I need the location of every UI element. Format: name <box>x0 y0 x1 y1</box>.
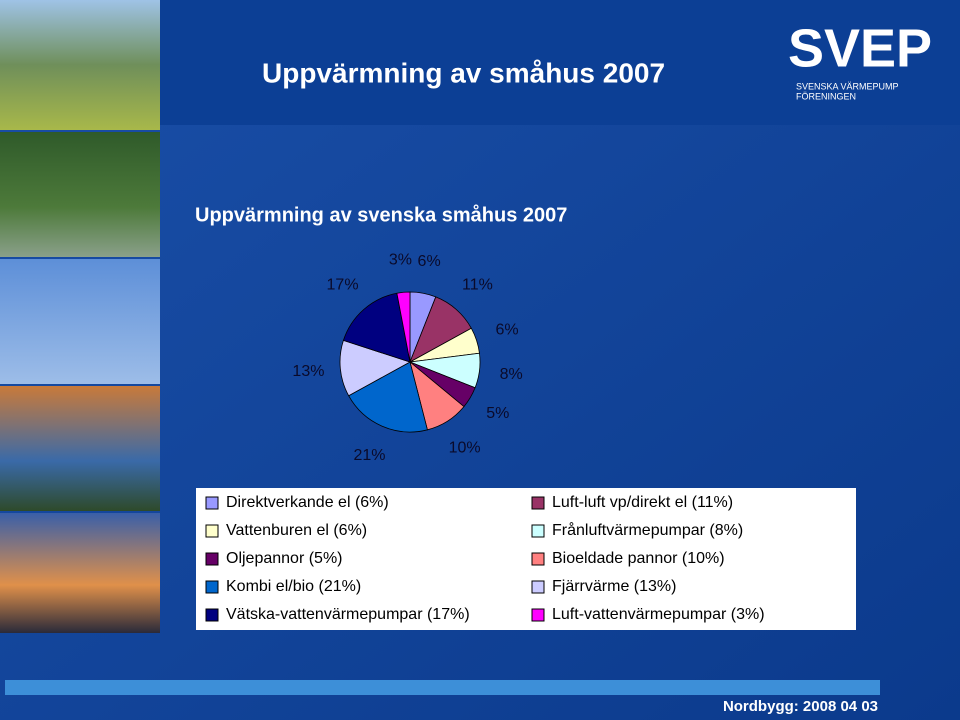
legend-label: Bioeldade pannor (10%) <box>552 550 725 567</box>
legend-label: Fjärrvärme (13%) <box>552 578 676 595</box>
header-band <box>160 0 960 125</box>
legend-label: Luft-vattenvärmepumpar (3%) <box>552 606 765 623</box>
legend-swatch <box>205 552 219 566</box>
legend-label: Vätska-vattenvärmepumpar (17%) <box>226 606 470 623</box>
legend-label: Kombi el/bio (21%) <box>226 578 361 595</box>
legend-label: Frånluftvärmepumpar (8%) <box>552 521 743 539</box>
legend-label: Luft-luft vp/direkt el (11%) <box>552 494 733 511</box>
legend-swatch <box>531 608 545 622</box>
logo-subtitle: SVENSKA VÄRMEPUMP <box>796 81 899 91</box>
legend-swatch <box>531 496 545 510</box>
slice-label: 5% <box>486 405 509 422</box>
pie-slice <box>342 292 411 363</box>
legend-swatch <box>205 496 219 510</box>
slice-label: 17% <box>327 277 359 294</box>
photo <box>0 0 160 130</box>
footer-band <box>5 680 880 695</box>
legend-label: Vattenburen el (6%) <box>226 522 367 539</box>
legend-label: Direktverkande el (6%) <box>226 494 389 511</box>
legend-swatch <box>205 524 219 538</box>
photo <box>0 386 160 511</box>
slice-label: 8% <box>500 366 523 383</box>
legend-swatch <box>531 552 545 566</box>
photo <box>0 513 160 633</box>
pie-slice <box>396 291 411 363</box>
chart-title: Uppvärmning av svenska småhus 2007 <box>195 203 567 226</box>
logo-subtitle: FÖRENINGEN <box>796 91 856 101</box>
photo <box>0 259 160 384</box>
slide-title: Uppvärmning av småhus 2007 <box>262 57 665 88</box>
footer: Nordbygg: 2008 04 03 <box>723 698 878 715</box>
legend-swatch <box>531 580 545 594</box>
slice-label: 13% <box>292 363 324 380</box>
pie-chart: 6% 11% 6% 8% 5% 10% 21% 13% 17% 3% Direktverkande … <box>205 252 765 623</box>
slice-label: 10% <box>449 439 481 456</box>
legend-swatch <box>205 580 219 594</box>
slice-label: 6% <box>495 322 518 339</box>
slice-label: 6% <box>418 253 441 270</box>
slice-label: 11% <box>462 277 493 294</box>
pie-slice <box>339 339 412 397</box>
legend-box <box>196 488 856 630</box>
slice-label: 3% <box>389 252 412 269</box>
photo <box>0 132 160 257</box>
slice-label: 21% <box>353 447 385 464</box>
legend-label: Oljepannor (5%) <box>226 550 343 567</box>
pie-slice <box>348 361 428 433</box>
logo: SVEP <box>788 18 932 78</box>
legend-swatch <box>531 524 545 538</box>
legend-swatch <box>205 608 219 622</box>
